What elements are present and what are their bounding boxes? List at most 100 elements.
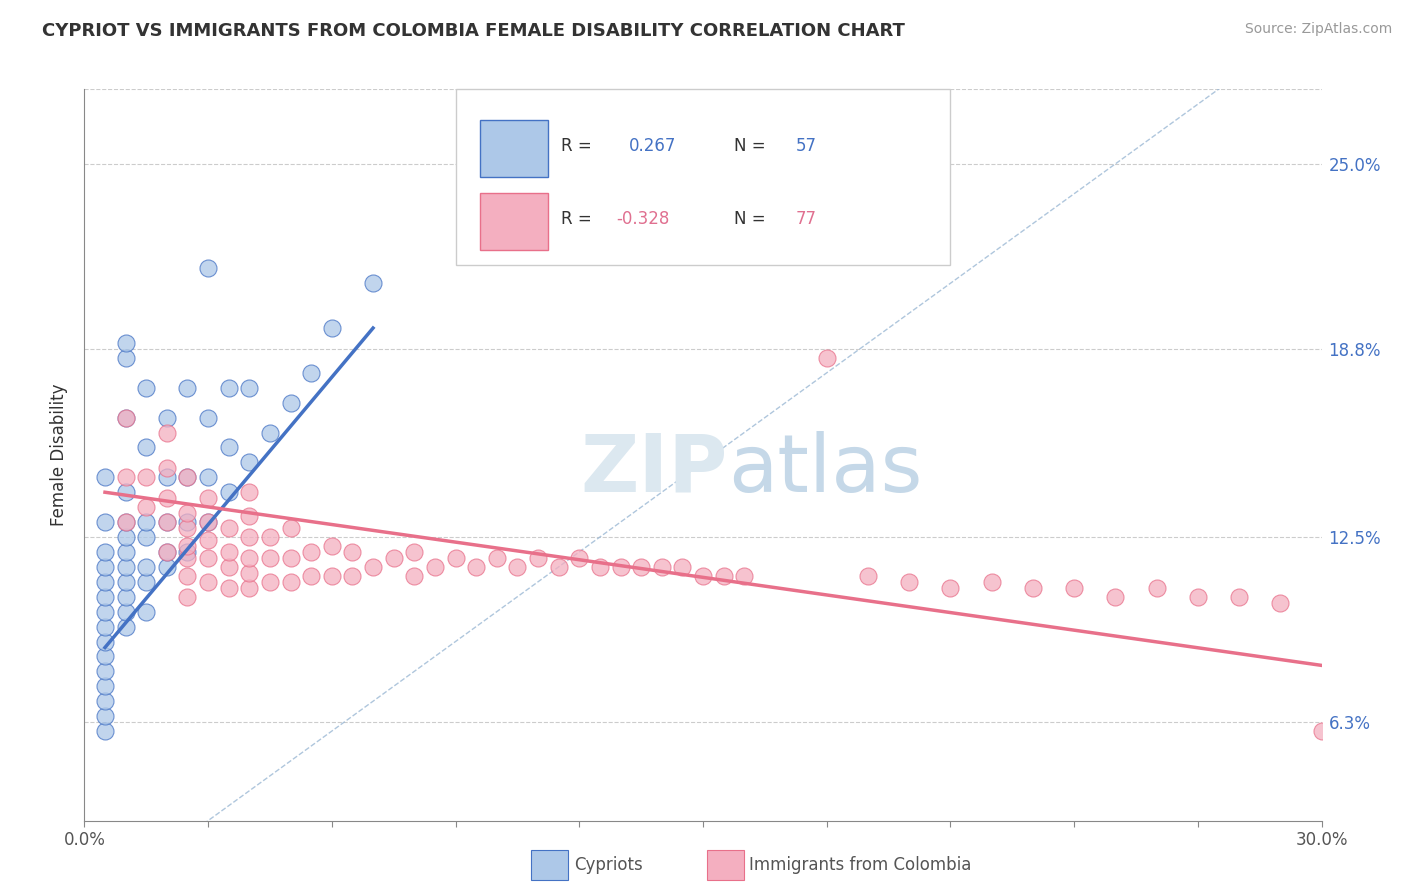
Point <box>404 545 426 559</box>
Point <box>609 560 631 574</box>
Point <box>342 569 364 583</box>
Point <box>176 470 198 484</box>
Point <box>197 574 219 589</box>
Point <box>547 560 569 574</box>
Point <box>321 539 343 553</box>
Point <box>94 590 117 604</box>
Point <box>197 491 219 506</box>
Point <box>404 569 426 583</box>
Point <box>506 560 529 574</box>
Point <box>238 581 260 595</box>
Point <box>135 470 157 484</box>
Point <box>238 550 260 565</box>
Point <box>94 574 117 589</box>
Point <box>1270 596 1292 610</box>
Point <box>321 321 343 335</box>
Point <box>156 515 179 529</box>
Point <box>589 560 612 574</box>
Point <box>423 560 446 574</box>
Point <box>197 515 219 529</box>
Point <box>259 550 281 565</box>
Point <box>135 530 157 544</box>
Point <box>176 545 198 559</box>
Point <box>176 569 198 583</box>
Point <box>280 395 302 409</box>
Point <box>342 545 364 559</box>
Point <box>197 470 219 484</box>
Point <box>135 441 157 455</box>
Point <box>671 560 693 574</box>
Point <box>218 485 240 500</box>
Point <box>815 351 838 365</box>
Point <box>94 679 117 693</box>
Point <box>114 470 136 484</box>
FancyBboxPatch shape <box>481 120 548 177</box>
Point <box>114 485 136 500</box>
Point <box>898 574 921 589</box>
Point <box>280 550 302 565</box>
Text: -0.328: -0.328 <box>616 211 669 228</box>
Point <box>94 709 117 723</box>
Point <box>197 533 219 547</box>
Point <box>94 619 117 633</box>
Point <box>135 381 157 395</box>
Point <box>238 530 260 544</box>
Point <box>114 410 136 425</box>
Point <box>299 569 322 583</box>
Point <box>939 581 962 595</box>
Point <box>382 550 405 565</box>
Point <box>135 560 157 574</box>
Point <box>156 410 179 425</box>
Point <box>197 550 219 565</box>
Point <box>114 574 136 589</box>
Point <box>135 574 157 589</box>
Point <box>114 560 136 574</box>
Point <box>465 560 488 574</box>
Point <box>94 605 117 619</box>
Text: 57: 57 <box>796 137 817 155</box>
Point <box>259 530 281 544</box>
Point <box>485 550 508 565</box>
Text: Immigrants from Colombia: Immigrants from Colombia <box>749 856 972 874</box>
Point <box>238 381 260 395</box>
Point <box>94 545 117 559</box>
Point <box>94 649 117 664</box>
Point <box>197 515 219 529</box>
Point <box>176 590 198 604</box>
Point <box>444 550 467 565</box>
Point <box>114 545 136 559</box>
Point <box>114 515 136 529</box>
Point <box>114 530 136 544</box>
Point <box>114 605 136 619</box>
Text: ZIP: ZIP <box>581 431 728 508</box>
Point <box>114 335 136 350</box>
Point <box>630 560 652 574</box>
Point <box>176 539 198 553</box>
Point <box>94 515 117 529</box>
Point <box>238 455 260 469</box>
Point <box>135 605 157 619</box>
Point <box>197 410 219 425</box>
Point <box>156 470 179 484</box>
Point <box>1146 581 1168 595</box>
Point <box>94 470 117 484</box>
Point <box>527 550 550 565</box>
Point <box>176 550 198 565</box>
Point <box>238 485 260 500</box>
Point <box>156 425 179 440</box>
Point <box>135 515 157 529</box>
Text: 0.267: 0.267 <box>628 137 676 155</box>
Point <box>1227 590 1250 604</box>
Point <box>218 381 240 395</box>
Text: 77: 77 <box>796 211 817 228</box>
Point <box>218 581 240 595</box>
Point <box>1104 590 1126 604</box>
Point <box>218 545 240 559</box>
Point <box>156 545 179 559</box>
Point <box>1310 724 1333 739</box>
Point <box>259 574 281 589</box>
Text: R =: R = <box>561 137 596 155</box>
Point <box>94 694 117 708</box>
Text: R =: R = <box>561 211 596 228</box>
Point <box>238 566 260 580</box>
